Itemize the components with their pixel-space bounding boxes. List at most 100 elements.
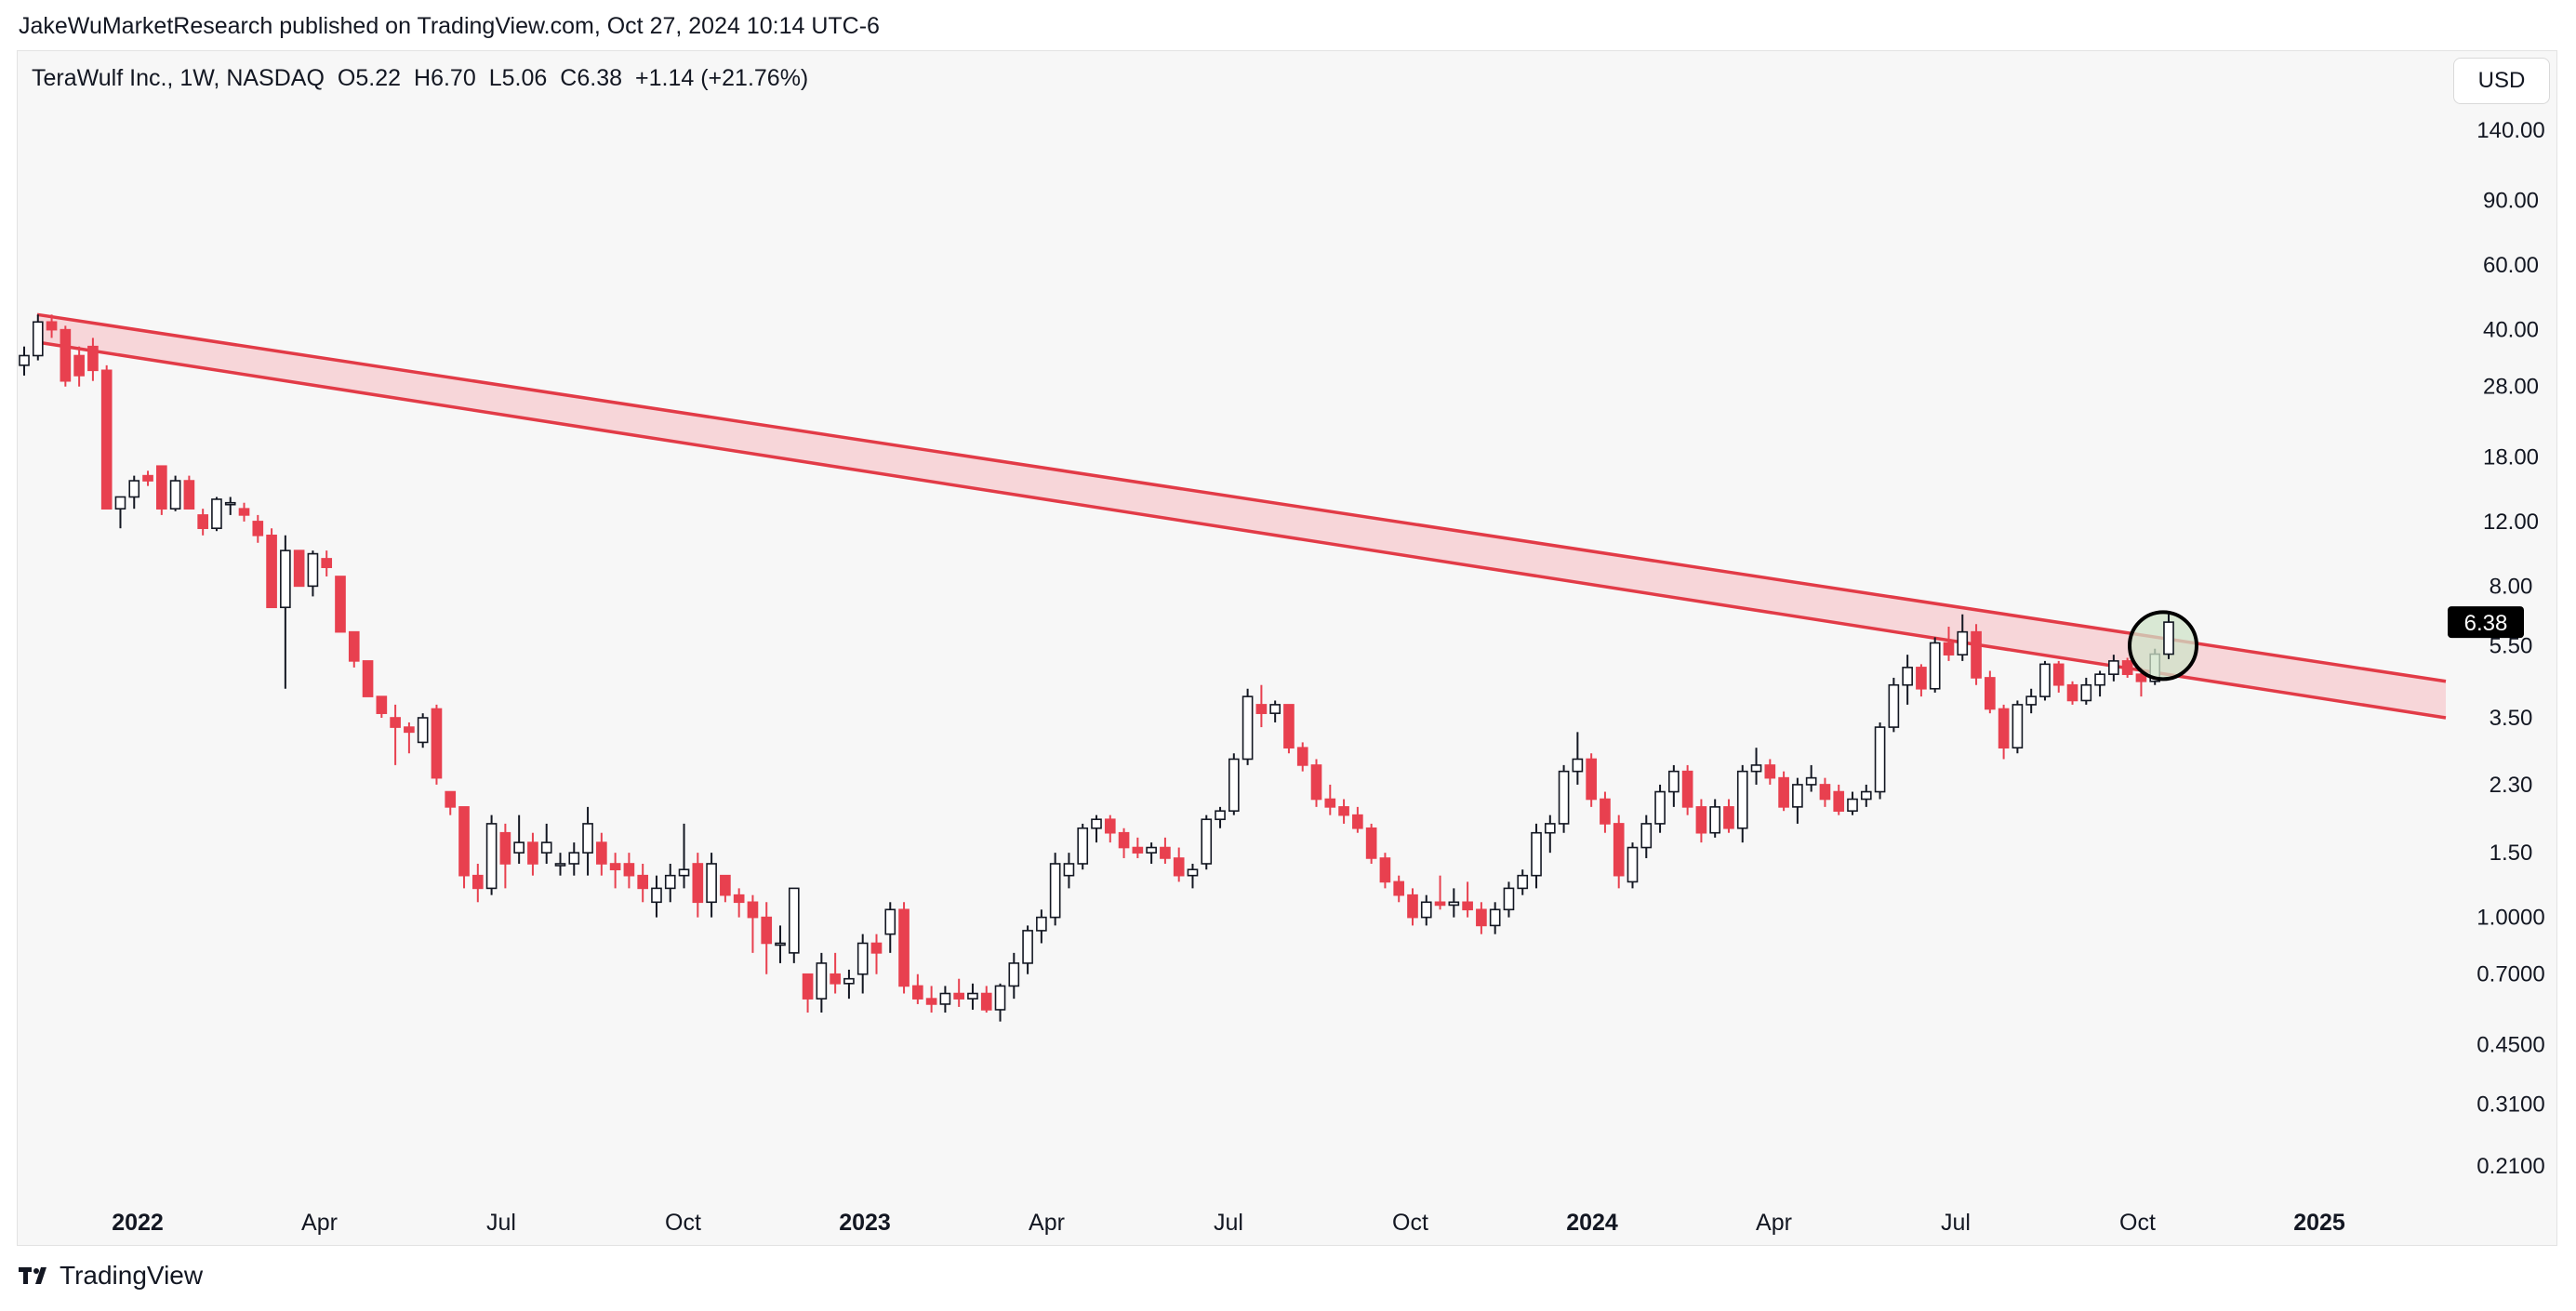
candle-body bbox=[1544, 823, 1556, 834]
candle bbox=[1916, 664, 1927, 697]
currency-button[interactable]: USD bbox=[2453, 58, 2550, 104]
candle bbox=[307, 550, 319, 597]
candle-body bbox=[1805, 776, 1817, 786]
candle-body bbox=[1091, 818, 1102, 829]
candle-body bbox=[1215, 810, 1226, 821]
candle-body bbox=[609, 863, 621, 871]
candle-body bbox=[1971, 630, 1982, 679]
candle bbox=[1077, 823, 1089, 870]
candle bbox=[912, 973, 923, 1004]
candle-body bbox=[224, 501, 236, 506]
breakout-circle bbox=[2128, 610, 2198, 682]
footer-brand[interactable]: TradingView bbox=[19, 1261, 203, 1291]
legend-open: O5.22 bbox=[337, 65, 402, 91]
candle bbox=[1860, 784, 1872, 807]
candle-body bbox=[32, 321, 44, 357]
candle bbox=[2066, 681, 2078, 705]
candle-body bbox=[1723, 806, 1734, 829]
candle bbox=[1640, 814, 1653, 858]
candle bbox=[775, 925, 786, 963]
candle bbox=[720, 874, 731, 903]
candle bbox=[471, 863, 484, 903]
trend-lower-line[interactable] bbox=[36, 340, 2447, 720]
candle-body bbox=[1132, 846, 1144, 854]
tradingview-logo-icon bbox=[19, 1267, 46, 1284]
last-price-tag: 6.38 bbox=[2448, 606, 2524, 639]
candle bbox=[967, 983, 978, 1010]
candle-body bbox=[692, 863, 704, 904]
trend-upper-line[interactable] bbox=[36, 312, 2447, 683]
candle bbox=[1654, 784, 1666, 833]
candle-body bbox=[142, 474, 153, 482]
candle-body bbox=[775, 942, 786, 947]
candle bbox=[431, 704, 443, 785]
candle-body bbox=[540, 841, 552, 854]
price-axis[interactable]: 140.00 90.00 60.00 40.00 28.00 18.00 12.00 8.00… bbox=[2476, 118, 2544, 1179]
candle-body bbox=[60, 328, 72, 382]
candle-body bbox=[2121, 660, 2133, 675]
candle bbox=[348, 630, 360, 668]
candle bbox=[155, 465, 167, 515]
time-tick-12: 2025 bbox=[2293, 1210, 2345, 1236]
candle-body bbox=[925, 998, 937, 1005]
candle bbox=[980, 986, 992, 1013]
candle bbox=[1668, 764, 1680, 807]
candle-body bbox=[1118, 831, 1130, 849]
candle-body bbox=[651, 887, 662, 904]
candle bbox=[527, 832, 538, 876]
candle-body bbox=[499, 831, 511, 865]
candle-body bbox=[884, 908, 896, 935]
candle bbox=[1681, 764, 1693, 815]
time-tick-3: Oct bbox=[665, 1210, 701, 1236]
candle bbox=[1420, 894, 1432, 926]
symbol-legend[interactable]: TeraWulf Inc., 1W, NASDAQ O5.22 H6.70 L5.06… bbox=[32, 65, 821, 92]
candle-body bbox=[19, 354, 30, 366]
candle bbox=[1709, 799, 1721, 838]
legend-low: L5.06 bbox=[488, 65, 548, 91]
candle-body bbox=[485, 823, 498, 890]
candle-body bbox=[1654, 790, 1666, 825]
candle bbox=[1874, 722, 1886, 800]
price-tick-12: 1.0000 bbox=[2476, 906, 2544, 931]
candle bbox=[554, 853, 566, 876]
candle bbox=[802, 973, 814, 1013]
candle bbox=[280, 535, 291, 689]
highlight-marker bbox=[2128, 610, 2198, 682]
candle-body bbox=[1242, 695, 1254, 761]
trend-band-fill bbox=[37, 314, 2446, 718]
candle bbox=[1393, 875, 1405, 903]
candle bbox=[87, 338, 99, 381]
candle bbox=[142, 470, 153, 486]
candle-body bbox=[266, 535, 277, 609]
candle-body bbox=[1160, 846, 1171, 859]
candle-body bbox=[1049, 863, 1061, 919]
candle bbox=[692, 853, 704, 918]
candle-body bbox=[1063, 863, 1075, 877]
candle-body bbox=[513, 841, 524, 854]
candle bbox=[485, 814, 498, 895]
candle bbox=[609, 853, 621, 889]
candle-body bbox=[445, 790, 457, 808]
candle-body bbox=[2066, 683, 2078, 702]
candle-body bbox=[1695, 806, 1707, 834]
candle bbox=[2094, 670, 2105, 697]
candle-body bbox=[431, 708, 443, 779]
time-tick-0: 2022 bbox=[112, 1210, 164, 1236]
candle-body bbox=[1187, 868, 1199, 877]
candle bbox=[1201, 814, 1213, 870]
candle bbox=[596, 832, 607, 876]
candle-body bbox=[1600, 798, 1611, 825]
candle-body bbox=[1833, 790, 1845, 813]
candle bbox=[1160, 837, 1171, 864]
candle-body bbox=[568, 852, 580, 865]
candle-body bbox=[1778, 776, 1789, 808]
candle-body bbox=[1310, 764, 1322, 801]
candle-body bbox=[1489, 908, 1501, 927]
candle-body bbox=[623, 863, 635, 877]
time-axis[interactable]: 2022 Apr Jul Oct 2023 Apr Jul Oct 2024 Apr Jul Oct 2… bbox=[112, 1210, 2345, 1236]
candle bbox=[266, 528, 277, 609]
price-tick-7: 8.00 bbox=[2490, 574, 2533, 599]
candle-body bbox=[816, 962, 828, 1000]
candle bbox=[60, 325, 72, 387]
